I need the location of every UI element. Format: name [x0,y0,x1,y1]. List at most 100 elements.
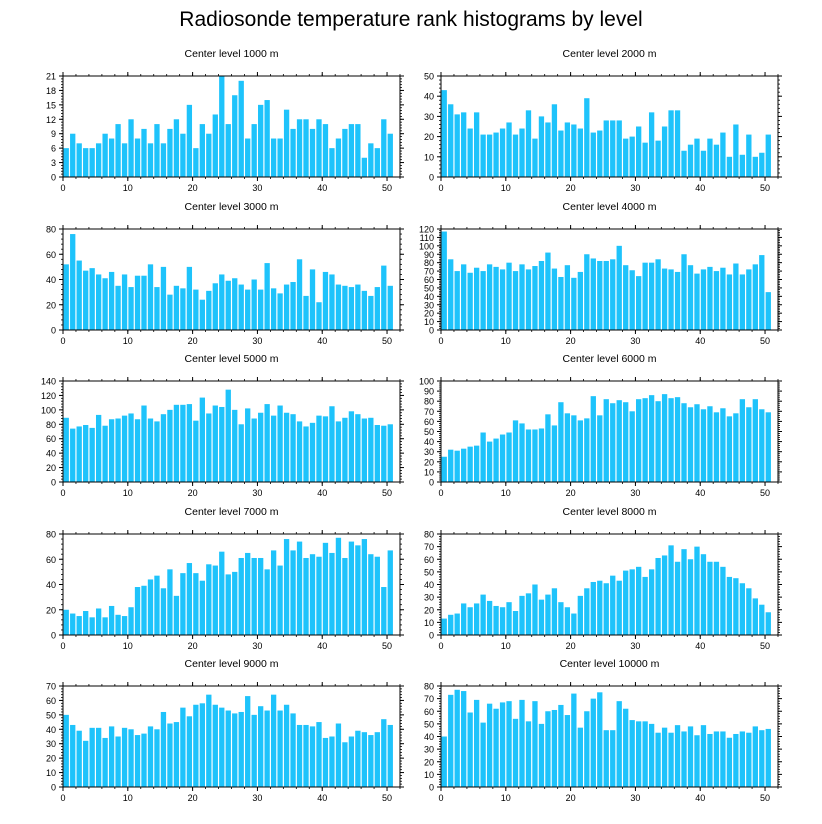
bar [467,272,473,330]
bar [83,425,89,482]
bar [264,710,270,787]
bar [765,728,771,787]
bar [642,576,648,635]
bar [160,143,167,177]
bar [512,718,519,787]
bar [648,112,655,177]
bar [545,122,551,177]
bar [538,116,545,177]
bar [726,274,733,330]
y-tick-label: 9 [51,129,56,139]
bar [361,157,368,177]
bar [102,617,108,635]
bar [616,701,622,787]
y-tick-label: 50 [424,72,434,82]
bar [245,408,251,482]
y-tick-label: 50 [424,567,434,577]
bar [206,413,212,482]
bar [232,409,238,482]
bar [335,421,342,482]
bar [63,609,69,635]
bar [225,389,231,482]
y-tick-label: 0 [429,478,434,488]
bar [448,449,454,482]
bar [538,599,545,635]
bar [160,711,167,787]
bar [173,595,180,635]
bar [584,254,590,330]
bar [381,119,387,177]
y-tick-label: 80 [424,682,434,692]
x-tick-label: 50 [382,641,392,651]
bar [167,569,173,635]
bar [558,276,564,330]
bar [264,569,270,635]
panel-title: Center level 1000 m [185,48,279,60]
y-tick-label: 40 [424,92,434,102]
bar [648,723,655,788]
bar [374,732,380,787]
bar [480,722,486,787]
x-tick-label: 30 [252,793,262,803]
y-tick-label: 0 [51,631,56,641]
bar [251,418,257,482]
bar [83,270,89,330]
bar [473,267,480,330]
panel-7: Center level 7000 m 0 20 40 60 80 0 10 20 30 40 50 [46,506,404,651]
bar [694,546,700,636]
bar [381,265,387,330]
bar [264,100,270,177]
bar [681,549,687,635]
bar [193,420,199,482]
y-tick-label: 0 [429,326,434,336]
bar [623,570,629,635]
bar [545,594,551,635]
bar [167,723,173,787]
bar [296,724,303,787]
bar [713,731,720,787]
y-tick-label: 100 [41,405,56,415]
bar [270,694,277,787]
bar [277,710,283,787]
bar [687,144,694,177]
x-tick-label: 20 [566,793,576,803]
x-tick-label: 10 [123,183,133,193]
y-tick-label: 80 [424,530,434,540]
bar [238,284,244,330]
y-tick-label: 30 [424,593,434,603]
bar [95,608,102,635]
bar [726,737,733,787]
bar [571,277,577,330]
y-tick-label: 90 [424,387,434,397]
bar [186,716,193,787]
bar [551,588,558,635]
bar [532,584,538,635]
y-tick-label: 50 [424,283,434,293]
bar [519,423,525,482]
y-tick-label: 70 [46,682,56,692]
bar [525,110,532,177]
bar [512,134,519,177]
bar [441,90,447,177]
bar [76,616,82,635]
bar [661,555,668,635]
x-tick-label: 30 [252,641,262,651]
bar [219,551,225,635]
bar [713,271,720,330]
x-tick-label: 40 [695,183,705,193]
bar [441,231,447,330]
bar [623,402,629,482]
bar [251,124,257,177]
bar [720,132,726,177]
panel-5: Center level 5000 m 0 20 40 60 80 100 120 140 0 10… [41,353,404,498]
y-tick-label: 80 [424,258,434,268]
bar [160,266,167,331]
bar [571,415,577,482]
bar [668,732,674,787]
bar [674,110,681,177]
bar [674,271,681,330]
x-tick-label: 30 [252,488,262,498]
y-tick-label: 60 [424,707,434,717]
y-tick-label: 80 [424,397,434,407]
y-tick-label: 80 [46,225,56,235]
